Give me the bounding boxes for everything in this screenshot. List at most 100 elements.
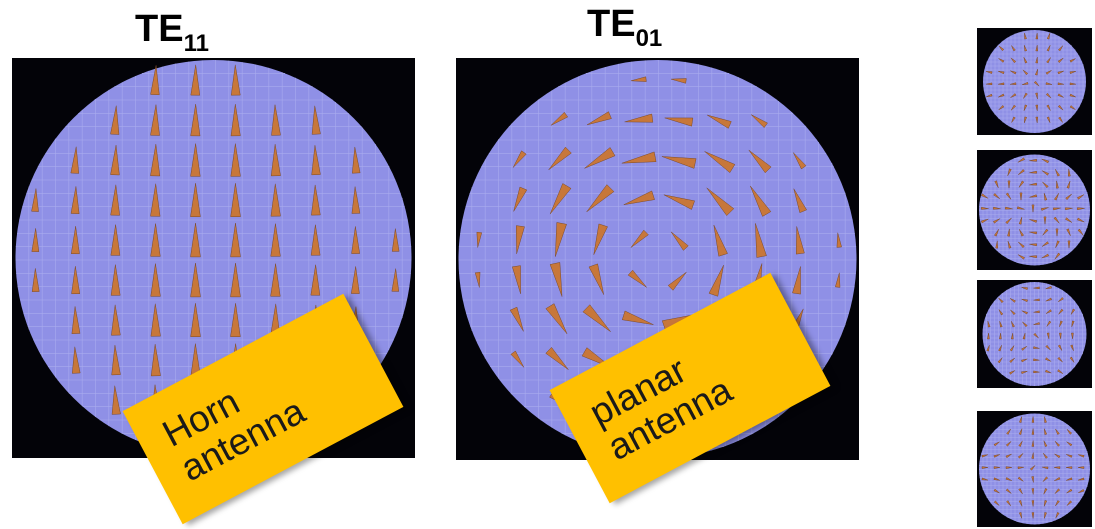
te11-arrow	[311, 184, 321, 216]
te01-arrow	[667, 271, 687, 291]
higher-mode-2-arrow	[1029, 158, 1037, 162]
higher-mode-4-arrow	[1018, 512, 1023, 519]
te01-arrow	[750, 185, 772, 217]
te11-arrow	[150, 223, 161, 257]
higher-mode-3-arrow	[1021, 298, 1028, 303]
te11-arrow	[311, 105, 321, 135]
higher-mode-2-arrow	[1029, 219, 1038, 223]
higher-mode-4-arrow	[1065, 466, 1073, 469]
higher-mode-1-arrow	[1035, 56, 1038, 64]
higher-mode-4-arrow	[1005, 466, 1013, 469]
higher-mode-1-arrow	[1035, 104, 1038, 112]
higher-mode-1-arrow	[1035, 44, 1039, 52]
higher-mode-4-arrow	[981, 466, 989, 469]
higher-mode-3-arrow	[1057, 297, 1064, 303]
higher-mode-2-arrow	[1053, 216, 1060, 224]
te11-arrow	[111, 345, 121, 376]
higher-mode-4-arrow	[1053, 466, 1061, 469]
higher-mode-4-arrow	[1017, 466, 1025, 470]
higher-mode-1-arrow	[998, 105, 1005, 111]
higher-mode-1-arrow	[998, 45, 1005, 52]
te01-arrow	[792, 266, 801, 295]
higher-mode-4-arrow	[1041, 466, 1049, 470]
te11-arrow	[150, 65, 160, 96]
te01-arrow	[748, 149, 772, 174]
higher-mode-1-arrow	[1035, 92, 1038, 99]
higher-mode-4-arrow	[1043, 488, 1048, 495]
higher-mode-2-arrow	[1067, 240, 1071, 249]
higher-mode-3-arrow	[1010, 309, 1016, 316]
higher-mode-1-arrow	[1011, 116, 1016, 123]
higher-mode-1-arrow	[1022, 69, 1029, 76]
higher-mode-4-arrow	[993, 441, 1000, 447]
higher-mode-plot-4	[977, 411, 1092, 527]
higher-mode-2-arrow	[1007, 228, 1010, 237]
te11-arrow	[110, 224, 121, 256]
higher-mode-1-arrow	[998, 70, 1005, 75]
te01-arrow	[836, 232, 842, 248]
higher-mode-3-arrow	[1021, 370, 1028, 375]
te01-arrow	[516, 225, 525, 254]
higher-mode-3-arrow	[1021, 358, 1028, 363]
te11-arrow	[71, 306, 81, 334]
higher-mode-3-arrow	[1071, 320, 1075, 327]
higher-mode-2-arrow	[1052, 207, 1061, 211]
higher-mode-1-arrow	[1023, 104, 1028, 111]
te11-arrow	[230, 104, 241, 137]
higher-mode-4-arrow	[1077, 466, 1085, 469]
higher-mode-3-arrow	[999, 332, 1002, 340]
higher-mode-2-arrow	[1040, 207, 1049, 211]
higher-mode-1-arrow	[1011, 45, 1016, 52]
higher-mode-3-arrow	[986, 345, 990, 352]
te01-grid	[458, 60, 857, 458]
te01-arrow	[627, 269, 647, 288]
te11-arrow	[190, 303, 201, 338]
te11-arrow	[270, 263, 281, 297]
te01-arrow	[510, 350, 525, 368]
te01-arrow	[630, 229, 649, 248]
higher-mode-3-arrow	[1045, 297, 1052, 302]
higher-mode-4-arrow	[1055, 500, 1060, 507]
higher-mode-3-arrow	[1057, 369, 1064, 374]
higher-mode-4-arrow	[993, 454, 1000, 458]
te11-arrow	[311, 145, 321, 176]
higher-mode-1-arrow	[1045, 70, 1052, 75]
higher-mode-4-arrow	[1054, 488, 1061, 494]
higher-mode-2-arrow	[1018, 168, 1025, 176]
higher-mode-3-arrow	[1033, 358, 1040, 362]
higher-mode-2-arrow	[1019, 192, 1023, 201]
te11-arrow	[270, 183, 281, 217]
higher-mode-2-arrow	[1067, 168, 1071, 177]
higher-mode-2-arrow	[1065, 193, 1072, 201]
higher-mode-4-arrow	[1055, 428, 1060, 435]
higher-mode-4-arrow	[981, 477, 988, 481]
te11-arrow	[110, 105, 120, 135]
higher-mode-1-arrow	[1057, 104, 1064, 111]
higher-mode-3-arrow	[1009, 298, 1016, 303]
te01-title: TE01	[587, 5, 662, 51]
higher-mode-4-arrow	[1005, 453, 1012, 459]
higher-mode-1-arrow	[1046, 45, 1051, 52]
te11-arrow	[270, 223, 281, 257]
higher-mode-3-arrow	[1045, 285, 1052, 290]
te01-arrow	[555, 222, 567, 257]
te01-arrow	[706, 187, 735, 216]
te01-arrow	[512, 150, 527, 168]
higher-mode-1-arrow	[1069, 58, 1076, 63]
higher-mode-4-arrow	[1055, 512, 1060, 519]
te01-arrow	[582, 304, 611, 332]
te11-arrow	[351, 226, 360, 254]
higher-mode-2-arrow	[994, 180, 999, 188]
higher-mode-3-arrow	[1045, 357, 1052, 362]
higher-mode-4-arrow	[1005, 477, 1012, 481]
higher-mode-2-arrow	[1041, 170, 1050, 176]
higher-mode-2-arrow	[1065, 207, 1073, 211]
higher-mode-4-arrow	[1031, 440, 1035, 447]
higher-mode-4-arrow	[1044, 416, 1047, 423]
te01-arrow	[624, 113, 654, 123]
te01-arrow	[588, 263, 604, 295]
te01-title-subscript: 01	[635, 25, 663, 52]
higher-mode-1-arrow	[1046, 116, 1051, 123]
higher-mode-4-arrow	[1043, 428, 1048, 435]
higher-mode-4-arrow	[1005, 441, 1012, 447]
